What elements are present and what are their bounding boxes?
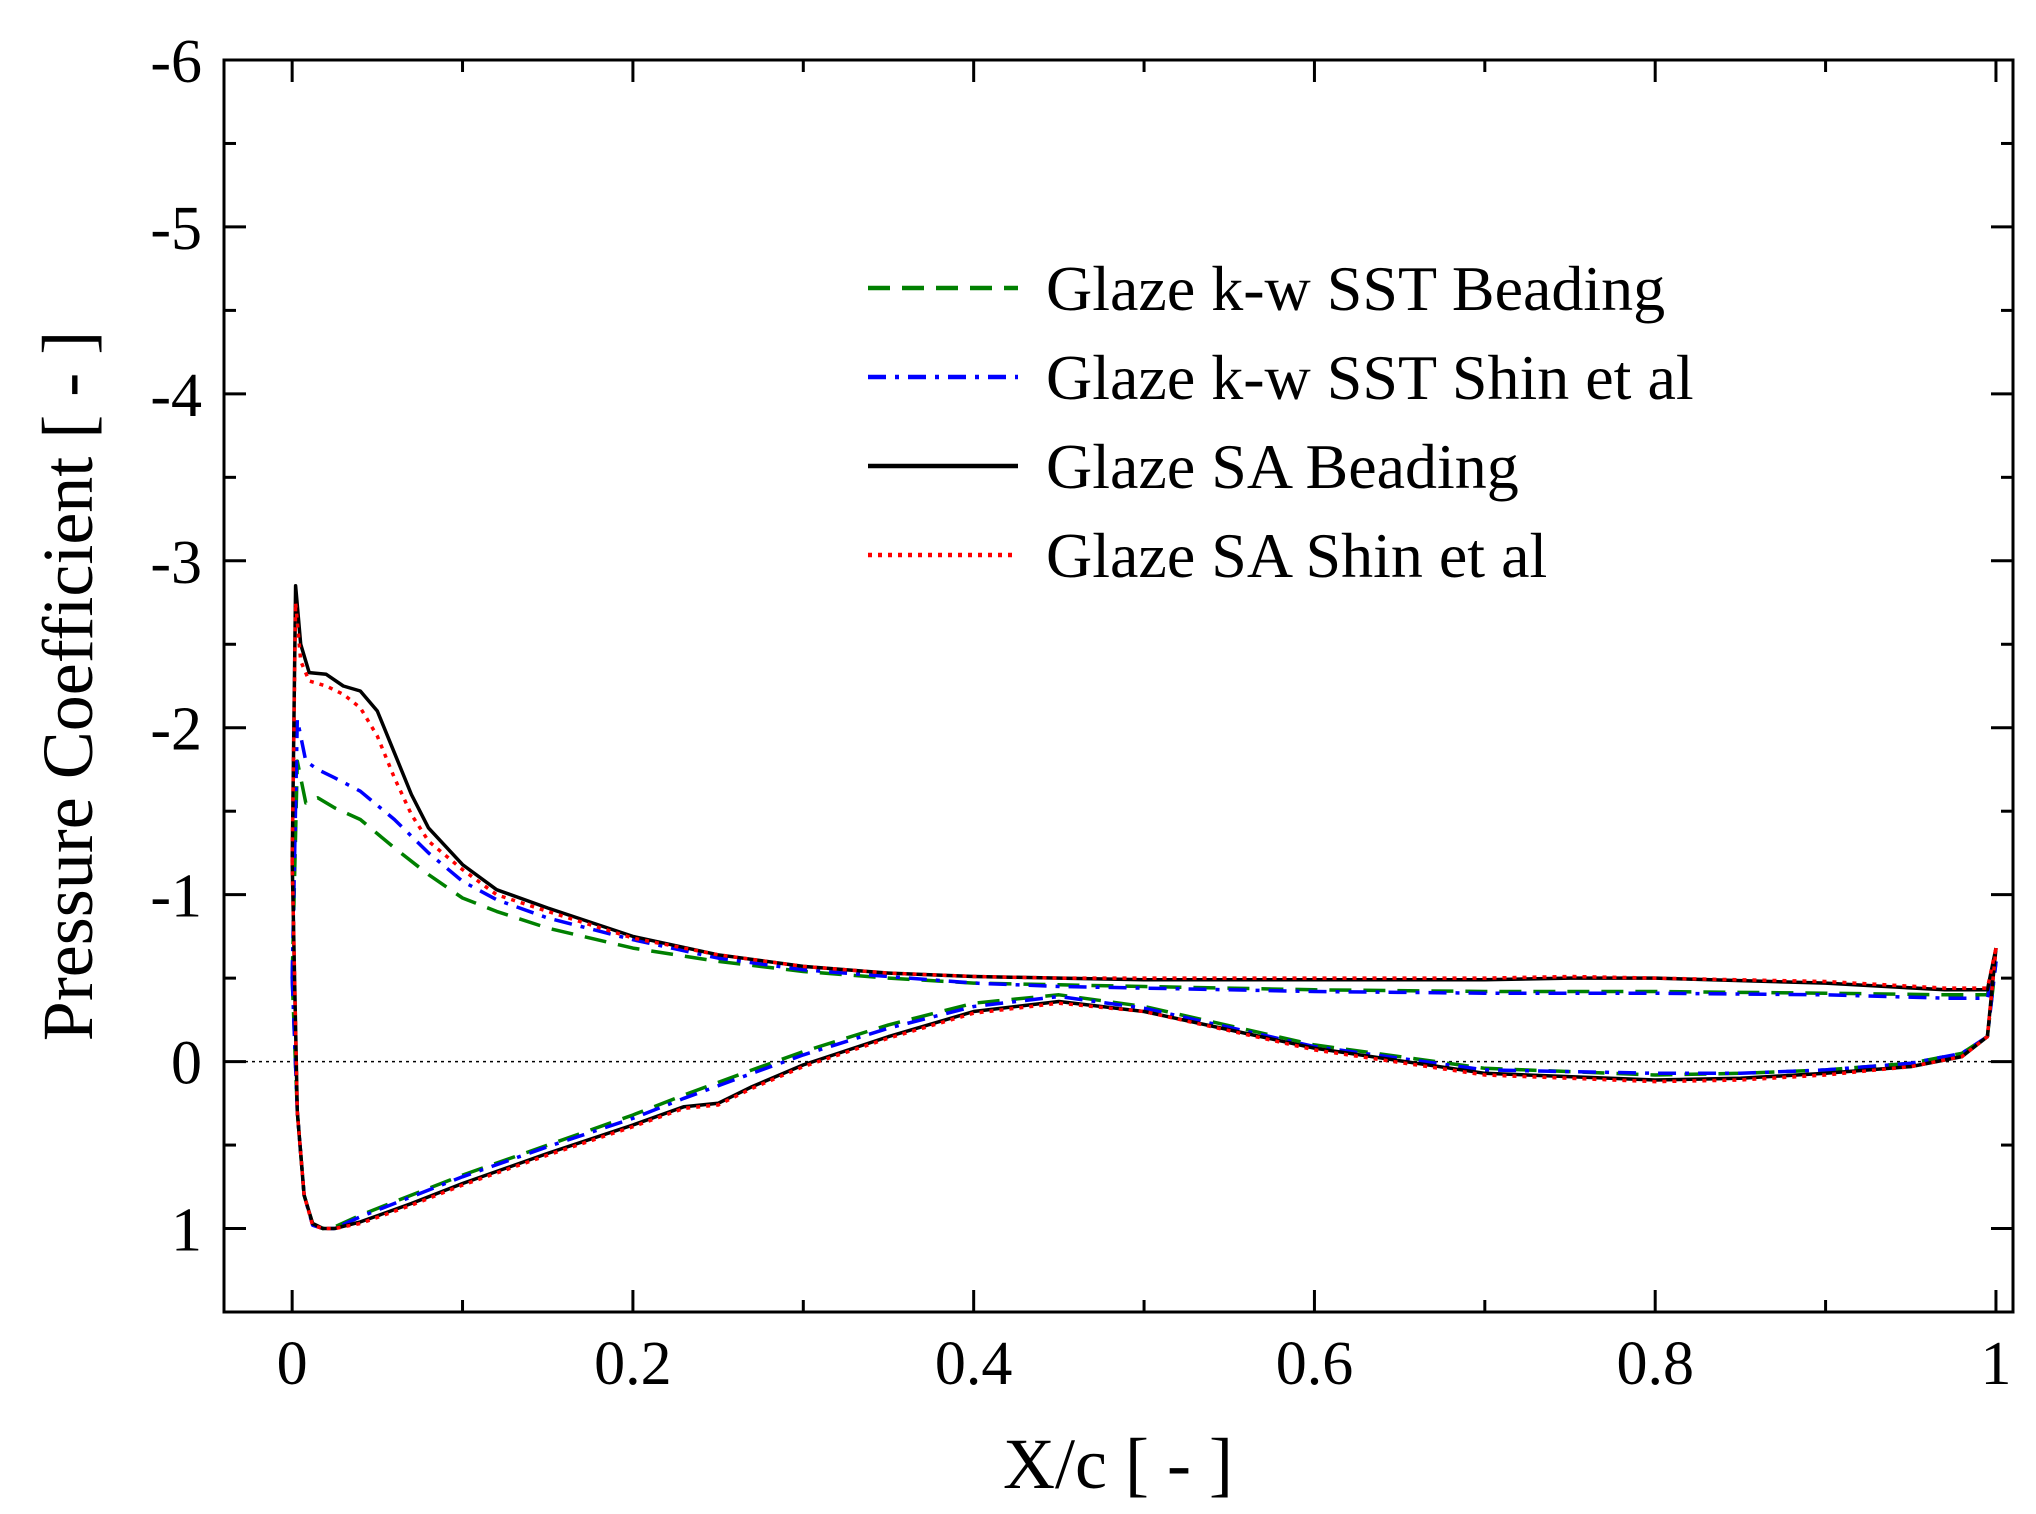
y-tick-label: -5 — [150, 195, 202, 263]
legend-label-2: Glaze k-w SST Shin et al — [1046, 342, 1694, 413]
plot-frame — [222, 58, 2015, 1314]
x-tick-label: 0 — [277, 1330, 308, 1398]
series-3-upper-surface-line — [290, 584, 1998, 992]
x-tick-label: 0.6 — [1276, 1330, 1354, 1398]
x-tick-label: 0.2 — [594, 1330, 672, 1398]
y-tick-label: 0 — [171, 1030, 202, 1098]
axis-tick-labels: 0 0.2 0.4 0.6 0.8 1 -6 -5 -4 -3 -2 -1 0 1 — [150, 28, 2011, 1398]
y-tick-label: -4 — [150, 362, 202, 430]
x-axis-title: X/c [ - ] — [1003, 1424, 1233, 1504]
x-tick-label: 0.4 — [935, 1330, 1013, 1398]
legend-label-3: Glaze SA Beading — [1046, 431, 1519, 502]
y-tick-label: -1 — [150, 863, 202, 931]
y-tick-label: -2 — [150, 696, 202, 764]
series-2-upper-surface-line — [290, 717, 1998, 1000]
y-tick-label: 1 — [171, 1197, 202, 1265]
series-1-upper-surface-line — [290, 759, 1998, 997]
x-tick-label: 1 — [1980, 1330, 2011, 1398]
y-axis-title: Pressure Coefficient [ - ] — [28, 331, 108, 1041]
legend: Glaze k-w SST Beading Glaze k-w SST Shin … — [868, 253, 1694, 591]
x-tick-label: 0.8 — [1616, 1330, 1694, 1398]
data-series — [290, 584, 1998, 1231]
y-tick-label: -3 — [150, 529, 202, 597]
series-1-lower-surface-line — [290, 961, 1998, 1231]
axis-ticks — [224, 58, 2013, 1314]
series-4-upper-surface-line — [290, 600, 1998, 990]
series-3-lower-surface-line — [290, 861, 1998, 1231]
legend-label-1: Glaze k-w SST Beading — [1046, 253, 1665, 324]
series-4-lower-surface-line — [290, 861, 1998, 1231]
legend-label-4: Glaze SA Shin et al — [1046, 520, 1547, 591]
y-tick-label: -6 — [150, 28, 202, 96]
series-2-lower-surface-line — [290, 961, 1998, 1231]
